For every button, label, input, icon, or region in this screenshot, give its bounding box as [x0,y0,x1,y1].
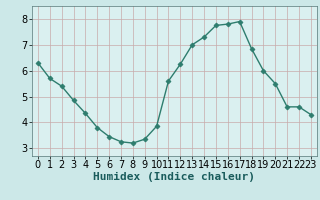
X-axis label: Humidex (Indice chaleur): Humidex (Indice chaleur) [93,172,255,182]
